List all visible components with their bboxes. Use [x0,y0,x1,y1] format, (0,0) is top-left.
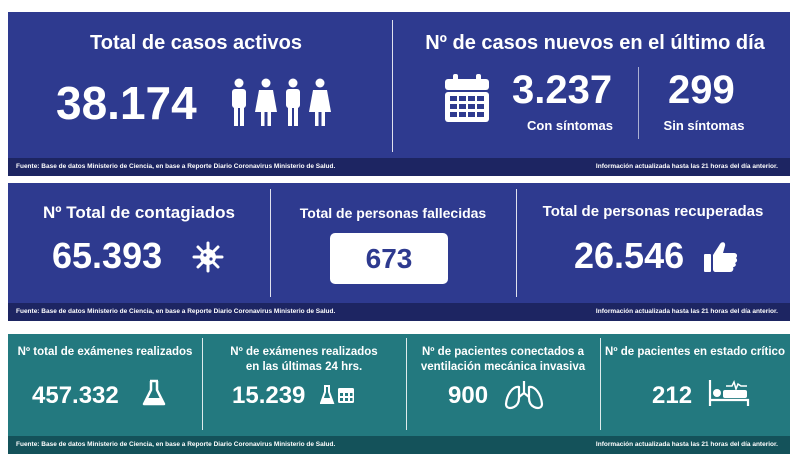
flask-icon [142,379,166,407]
recovered-title: Total de personas recuperadas [542,203,764,220]
calendar-icon [444,74,490,122]
panel1-footer: Fuente: Base de datos Ministerio de Cien… [8,158,790,176]
total-exams-title: Nº total de exámenes realizados [17,346,193,358]
panel1-divider [392,20,393,152]
totals-panel: Nº Total de contagiados 65.393 Total de … [8,183,790,321]
panel2-divider-1 [270,189,271,297]
panel1-updated: Información actualizada hasta las 21 hor… [595,163,778,170]
new-cases-title: Nº de casos nuevos en el último día [425,32,765,54]
panel3-updated: Información actualizada hasta las 21 hor… [595,441,778,448]
total-infected-value: 65.393 [52,235,163,276]
people-icon [228,78,338,128]
deceased-title: Total de personas fallecidas [299,205,487,221]
total-exams-value: 457.332 [32,382,119,409]
active-cases-value: 38.174 [56,77,197,129]
symptoms-divider [638,67,639,139]
exams24-title-line2: en las últimas 24 hrs. [245,361,363,373]
panel3-divider-2 [406,338,407,430]
virus-icon [192,241,224,273]
lungs-icon [504,380,544,410]
panel3-divider-3 [600,338,601,430]
active-cases-panel: Total de casos activos 38.174 Nº de caso… [8,12,790,176]
flask-calendar-icon [320,385,356,405]
exams24-title-line1: Nº de exámenes realizados [230,346,378,358]
exams-panel: Nº total de exámenes realizados 457.332 … [8,334,790,454]
recovered-value: 26.546 [574,235,685,276]
panel2-footer: Fuente: Base de datos Ministerio de Cien… [8,303,790,321]
panel3-source: Fuente: Base de datos Ministerio de Cien… [16,441,336,448]
panel2-updated: Información actualizada hasta las 21 hor… [595,308,778,315]
critical-value: 212 [652,382,693,409]
hospital-bed-icon [708,378,750,408]
panel2-source: Fuente: Base de datos Ministerio de Cien… [16,308,336,315]
critical-title: Nº de pacientes en estado crítico [605,346,785,358]
with-symptoms-label: Con síntomas [527,118,613,133]
without-symptoms-value: 299 [668,68,735,112]
total-infected-title: Nº Total de contagiados [43,203,235,222]
panel1-source: Fuente: Base de datos Ministerio de Cien… [16,163,336,170]
ventilation-value: 900 [448,382,489,409]
panel3-footer: Fuente: Base de datos Ministerio de Cien… [8,436,790,454]
ventilation-title-line2: ventilación mecánica invasiva [420,361,586,373]
deceased-value: 673 [330,233,448,284]
exams24-value: 15.239 [232,382,306,409]
without-symptoms-label: Sin síntomas [663,118,745,133]
thumbs-up-icon [704,241,738,273]
panel2-divider-2 [516,189,517,297]
with-symptoms-value: 3.237 [512,68,613,112]
active-cases-title: Total de casos activos [90,32,302,54]
ventilation-title-line1: Nº de pacientes conectados a [421,346,585,358]
panel3-divider-1 [202,338,203,430]
